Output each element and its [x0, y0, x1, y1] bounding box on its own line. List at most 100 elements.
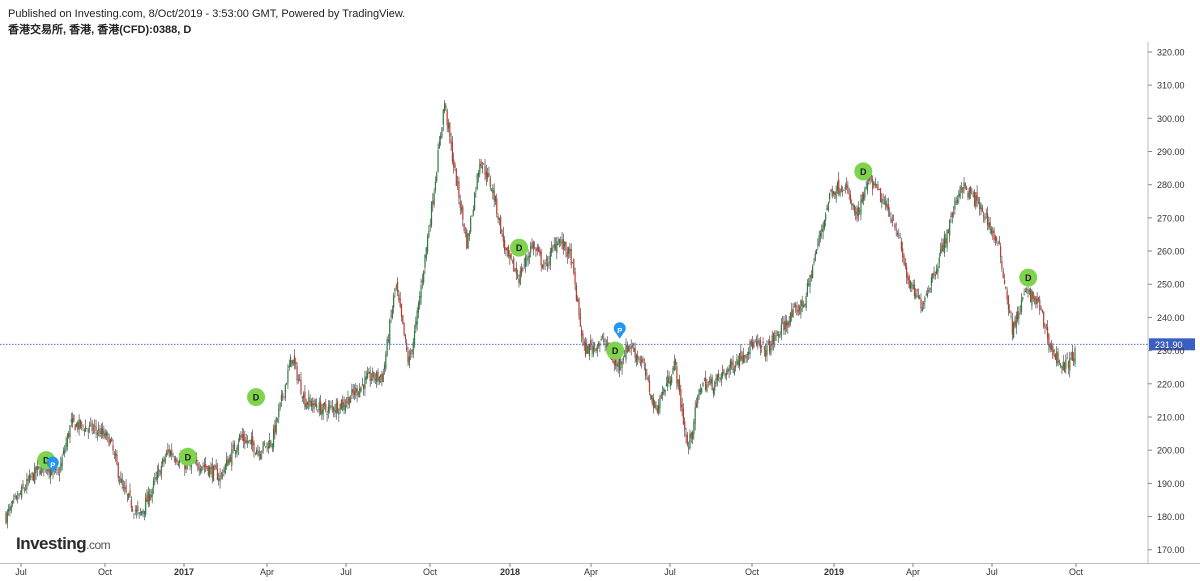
candle-body — [998, 241, 1000, 244]
candle-body — [946, 229, 948, 248]
candle-body — [14, 495, 16, 498]
candle-body — [8, 509, 10, 512]
candle-body — [812, 266, 814, 278]
candle-body — [514, 270, 516, 272]
candle-body — [283, 396, 285, 398]
candle-body — [908, 276, 910, 288]
candle-body — [631, 345, 634, 347]
candle-body — [403, 322, 405, 336]
candle-body — [681, 404, 683, 412]
dividend-badge[interactable] — [247, 388, 266, 407]
candle-body — [590, 339, 592, 346]
candle-body — [479, 163, 481, 174]
candle-body — [817, 243, 819, 246]
candle-body — [603, 339, 605, 343]
candle-body — [445, 105, 447, 108]
candle-body — [215, 464, 217, 470]
candle-body — [963, 182, 965, 189]
candle-body — [48, 467, 50, 474]
candle-body — [596, 345, 598, 352]
candle-body — [485, 171, 487, 179]
candle-body — [879, 188, 882, 203]
dividend-badge[interactable] — [1019, 268, 1038, 287]
candle-body — [562, 238, 564, 250]
candle-body — [921, 307, 923, 311]
candle-body — [158, 468, 160, 472]
candle-body — [462, 206, 464, 220]
candle-body — [678, 379, 681, 392]
candle-body — [540, 251, 542, 266]
candle-body — [1030, 289, 1032, 302]
candle-body — [1054, 354, 1057, 360]
candle-body — [515, 267, 517, 275]
candle-body — [565, 241, 567, 252]
candle-body — [487, 172, 489, 178]
candle-body — [224, 464, 226, 474]
candle-body — [135, 509, 138, 512]
pin-marker[interactable] — [613, 322, 626, 339]
candle-body — [577, 299, 579, 302]
candle-body — [142, 510, 144, 513]
candle-body — [652, 398, 655, 408]
dividend-badge[interactable] — [510, 238, 529, 257]
candle-body — [323, 402, 326, 406]
candle-body — [887, 204, 889, 210]
candle-body — [111, 437, 113, 442]
candle-body — [293, 355, 296, 364]
candle-body — [38, 466, 40, 469]
candle-body — [27, 478, 29, 481]
candle-body — [17, 497, 19, 500]
candle-body — [259, 454, 262, 460]
candle-body — [592, 346, 594, 355]
dividend-badge-label: D — [860, 167, 867, 177]
candle-body — [103, 430, 105, 437]
candle-body — [641, 359, 643, 362]
candle-body — [339, 403, 341, 411]
candle-body — [340, 399, 343, 409]
candle-body — [663, 388, 665, 395]
published-line: Published on Investing.com, 8/Oct/2019 -… — [8, 8, 406, 20]
dividend-badge[interactable] — [606, 341, 625, 360]
candle-body — [109, 439, 112, 443]
candle-body — [1001, 260, 1003, 269]
candle-body — [295, 361, 297, 365]
candle-body — [383, 364, 386, 370]
candle-body — [934, 274, 936, 276]
candle-body — [815, 249, 818, 254]
dividend-badge[interactable] — [854, 162, 873, 181]
candle-body — [319, 401, 322, 415]
pin-marker[interactable] — [46, 456, 59, 474]
candle-body — [316, 404, 318, 408]
candle-body — [296, 365, 298, 381]
candle-body — [587, 346, 589, 354]
candle-body — [382, 372, 384, 383]
candle-body — [413, 331, 416, 346]
candle-body — [282, 392, 284, 398]
candle-body — [855, 211, 857, 215]
candle-body — [729, 360, 732, 369]
candle-body — [509, 254, 511, 258]
candle-body — [621, 361, 623, 369]
candle-body — [1048, 334, 1050, 347]
candle-body — [1026, 288, 1028, 290]
candle-body — [601, 336, 604, 338]
candle-body — [767, 341, 769, 343]
dividend-badge[interactable] — [178, 447, 197, 466]
candle-body — [62, 450, 65, 455]
candle-body — [780, 324, 782, 335]
candle-body — [355, 388, 357, 393]
candle-body — [236, 447, 238, 453]
candle-body — [618, 358, 621, 371]
candle-body — [629, 345, 631, 347]
candle-body — [71, 417, 74, 424]
candle-body — [945, 238, 947, 244]
candle-body — [814, 253, 816, 262]
candle-body — [147, 491, 149, 505]
candle-body — [390, 315, 392, 317]
candle-body — [586, 344, 588, 354]
candle-body — [651, 395, 653, 403]
candle-body — [449, 122, 451, 137]
candle-body — [233, 443, 236, 451]
candle-body — [467, 233, 469, 249]
